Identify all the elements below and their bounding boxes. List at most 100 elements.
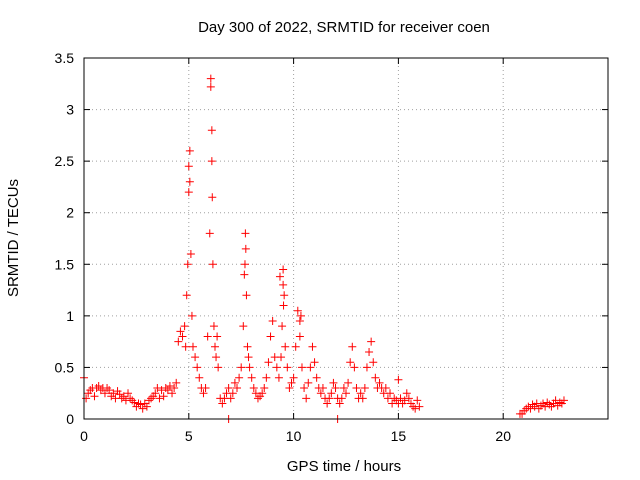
data-point — [277, 353, 286, 362]
data-point — [155, 394, 164, 403]
data-point — [310, 358, 319, 367]
data-point — [275, 272, 284, 281]
data-point — [128, 396, 137, 405]
data-point — [386, 389, 395, 398]
grid-lines — [84, 58, 608, 419]
data-point — [195, 373, 204, 382]
data-point — [206, 74, 215, 83]
data-point — [144, 396, 153, 405]
data-point — [213, 332, 222, 341]
data-point — [203, 332, 212, 341]
data-point — [240, 270, 249, 279]
data-point — [163, 386, 172, 395]
data-point — [348, 342, 357, 351]
data-point — [109, 389, 118, 398]
data-point — [308, 342, 317, 351]
data-point — [172, 378, 181, 387]
data-point — [371, 373, 380, 382]
data-point — [350, 363, 359, 372]
data-point — [289, 373, 298, 382]
data-point — [280, 291, 289, 300]
data-point — [274, 373, 283, 382]
data-point — [536, 401, 545, 410]
data-point — [186, 249, 195, 258]
data-point — [185, 177, 194, 186]
data-point — [136, 400, 145, 409]
data-point — [94, 381, 103, 390]
data-point — [278, 322, 287, 331]
data-point — [329, 378, 338, 387]
data-point — [184, 162, 193, 171]
data-point — [165, 381, 174, 390]
y-tick-label: 1.5 — [55, 256, 75, 272]
data-point — [117, 394, 126, 403]
data-point — [551, 396, 560, 405]
data-point — [287, 378, 296, 387]
data-point — [180, 322, 189, 331]
data-point — [367, 337, 376, 346]
data-point — [244, 353, 253, 362]
data-point — [228, 389, 237, 398]
data-point — [327, 389, 336, 398]
y-tick-label: 2.5 — [55, 153, 75, 169]
data-point — [352, 384, 361, 393]
data-point — [293, 306, 302, 315]
data-point — [115, 390, 124, 399]
data-point — [201, 384, 210, 393]
data-point — [396, 394, 405, 403]
x-tick-label: 15 — [391, 428, 407, 444]
x-tick-label: 0 — [80, 428, 88, 444]
data-point — [181, 342, 190, 351]
data-point — [375, 378, 384, 387]
x-axis-label: GPS time / hours — [287, 458, 401, 475]
data-point — [240, 260, 249, 269]
data-point — [402, 389, 411, 398]
data-point — [188, 342, 197, 351]
data-point — [243, 342, 252, 351]
data-point — [168, 389, 177, 398]
data-point — [105, 386, 114, 395]
data-point — [206, 82, 215, 91]
data-point — [100, 389, 109, 398]
y-tick-label: 0.5 — [55, 359, 75, 375]
data-point — [344, 378, 353, 387]
data-point — [283, 363, 292, 372]
data-point — [545, 400, 554, 409]
data-point — [90, 392, 99, 401]
data-point — [241, 229, 250, 238]
data-point — [296, 311, 305, 320]
data-point — [358, 394, 367, 403]
data-point — [331, 384, 340, 393]
y-tick-label: 3.5 — [55, 50, 75, 66]
data-point — [415, 402, 424, 411]
plot-frame — [83, 57, 609, 420]
data-point — [335, 399, 344, 408]
data-point — [304, 378, 313, 387]
data-point — [239, 322, 248, 331]
data-point — [159, 392, 168, 401]
x-tick-label: 5 — [185, 428, 193, 444]
data-point — [235, 373, 244, 382]
data-point — [279, 265, 288, 274]
data-point — [306, 363, 315, 372]
data-point — [191, 353, 200, 362]
data-point — [142, 402, 151, 411]
data-point — [86, 386, 95, 395]
data-point — [161, 384, 170, 393]
data-point — [302, 394, 311, 403]
data-point — [543, 398, 552, 407]
data-point — [124, 389, 133, 398]
data-point — [242, 291, 251, 300]
data-point — [360, 384, 369, 393]
data-point — [295, 332, 304, 341]
data-point — [369, 358, 378, 367]
axis-ticks: 0 0.5 1 1.5 2 2.5 3 3.5 0 5 10 15 20 — [55, 50, 608, 444]
data-point — [279, 301, 288, 310]
data-point — [528, 400, 537, 409]
data-point — [260, 384, 269, 393]
y-tick-label: 0 — [66, 411, 74, 427]
data-point — [262, 373, 271, 382]
data-point — [147, 394, 156, 403]
data-point — [295, 317, 304, 326]
